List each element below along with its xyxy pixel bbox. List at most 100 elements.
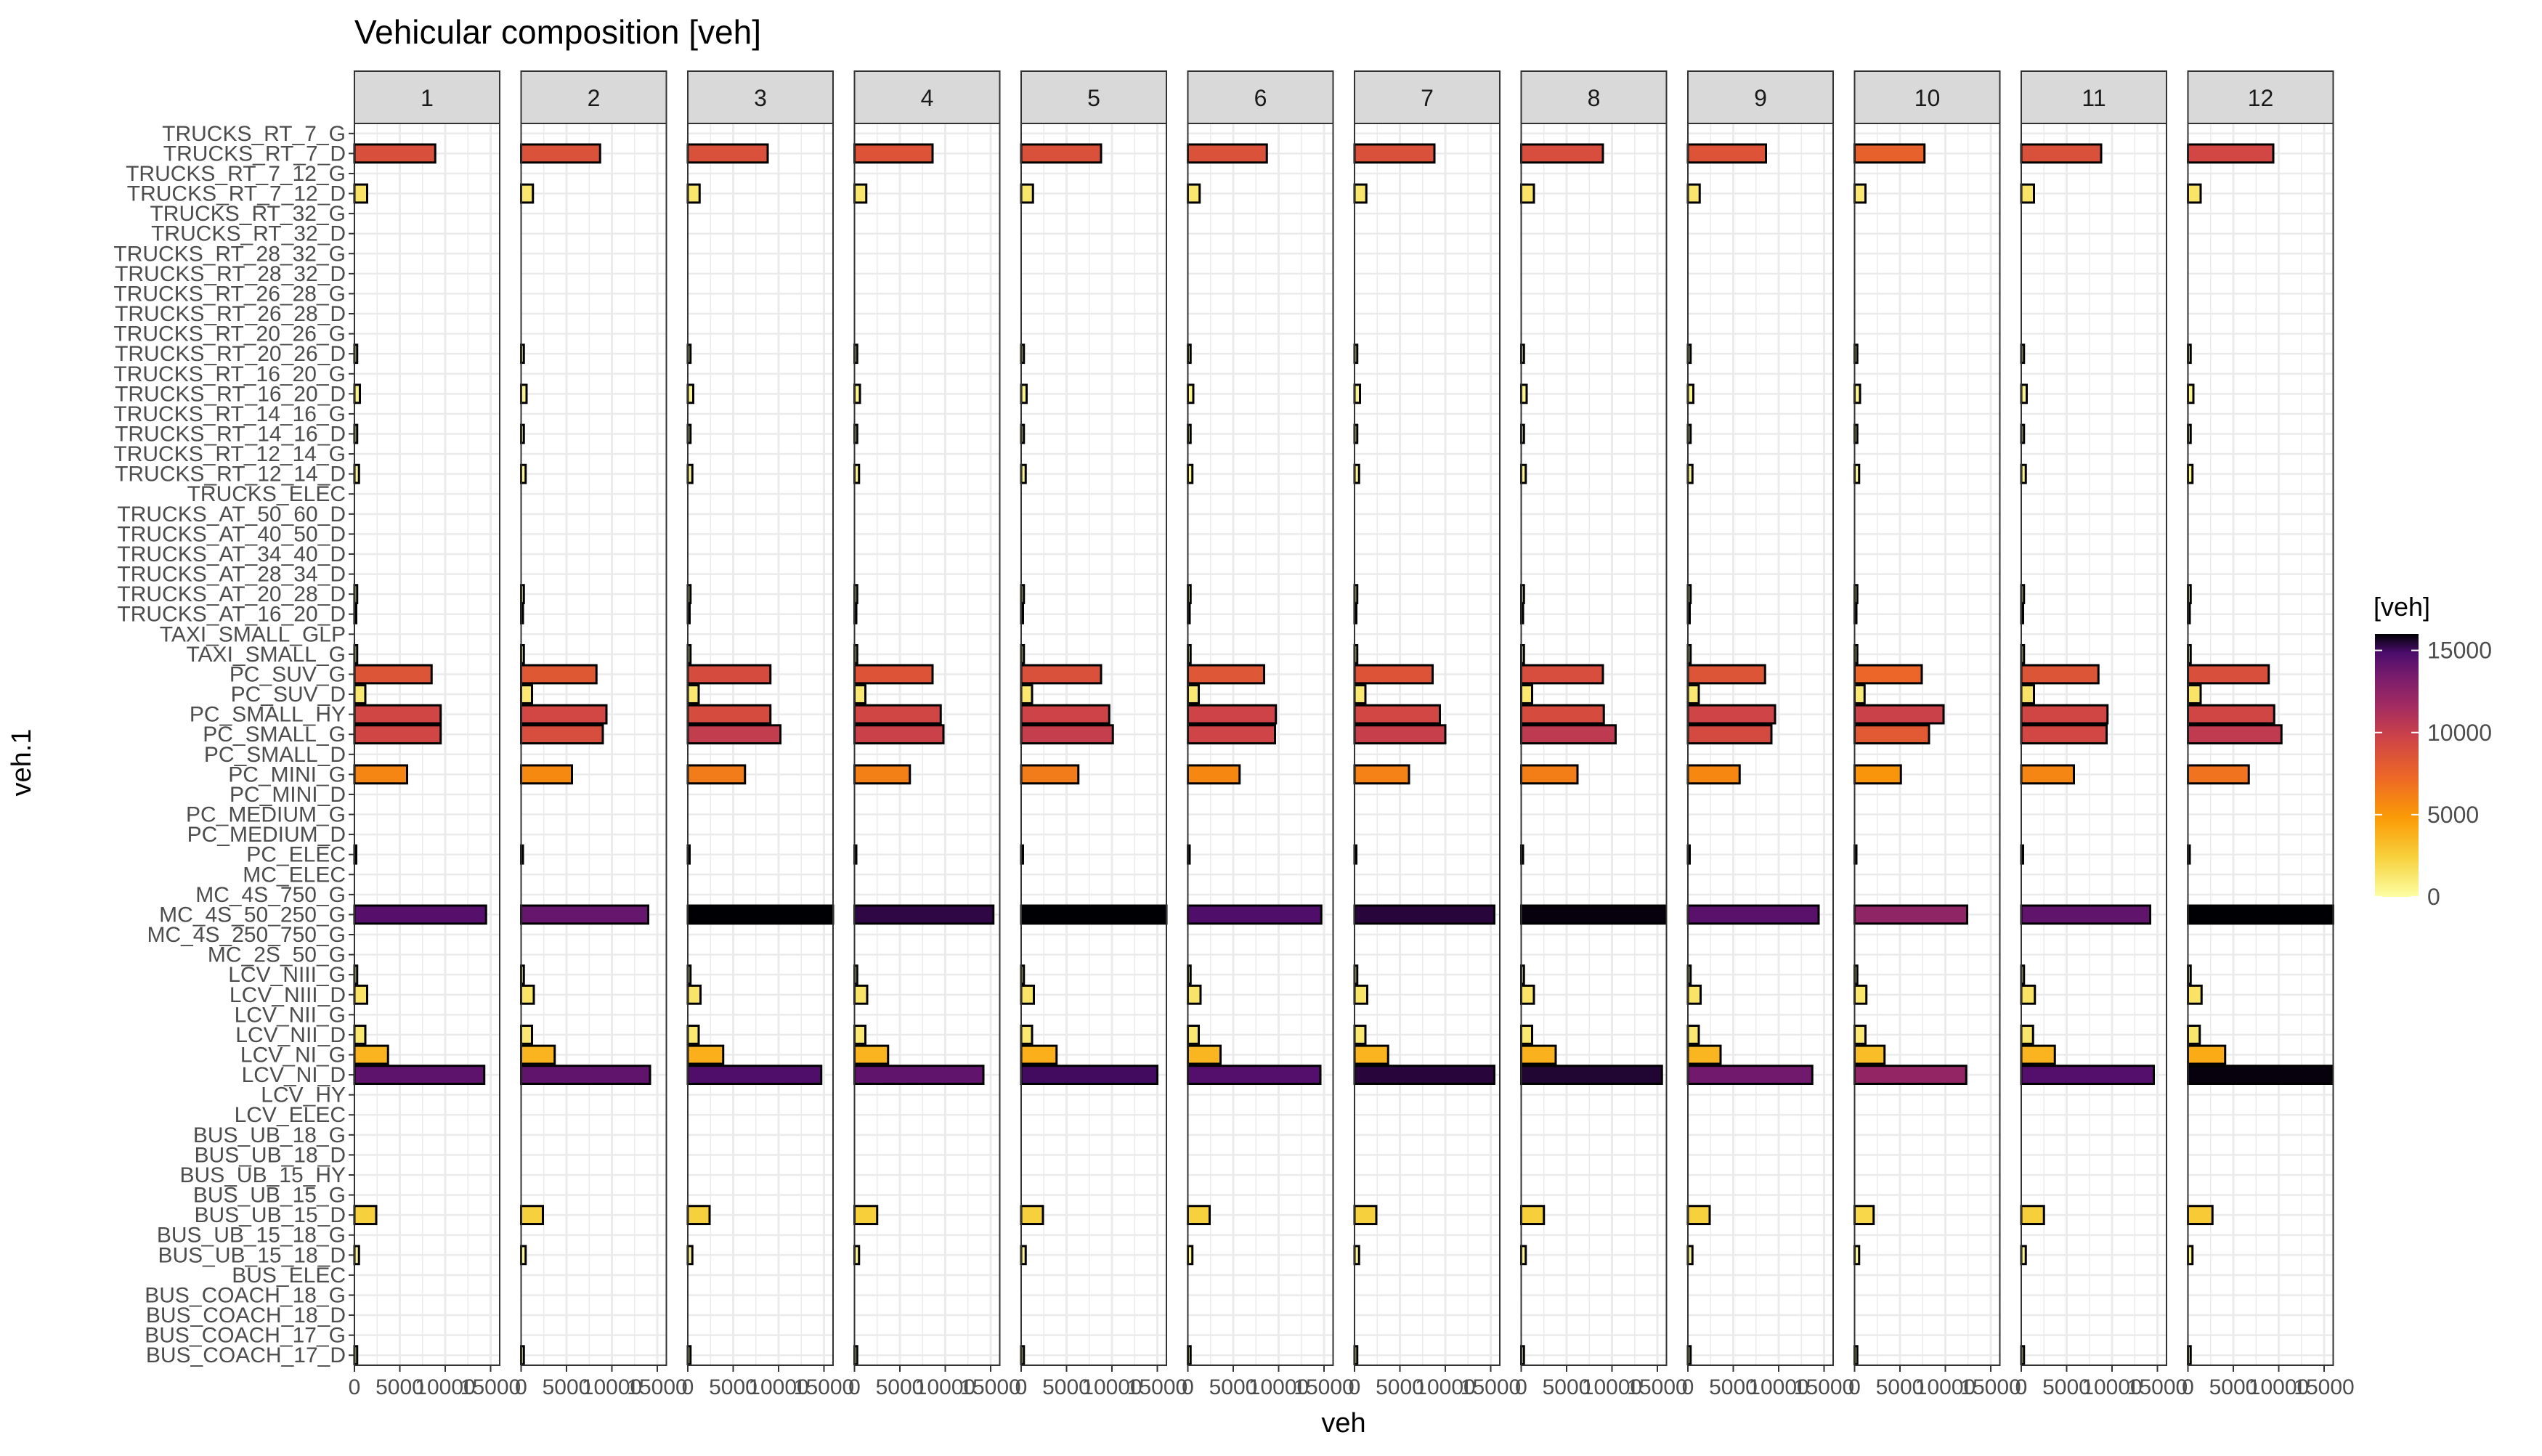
bar [686,704,772,725]
y-tick-label: PC_MEDIUM_D [187,823,346,847]
bar [1686,1025,1700,1045]
bar [1187,704,1278,725]
y-tick-label: BUS_UB_15_D [195,1203,346,1227]
bar [520,904,649,925]
bar [853,764,911,785]
x-tick-label: 0 [1848,1375,1861,1399]
bar [2187,1025,2201,1045]
bar [1686,984,1702,1005]
facet-label: 3 [754,85,767,111]
facet-strip [1020,70,1167,124]
x-tick-label: 5000 [1876,1375,1925,1399]
bar [1853,984,1868,1005]
y-tick-label: BUS_UB_15_G [193,1184,346,1208]
legend-tick-label: 15000 [2427,638,2492,664]
x-tick-label: 0 [1182,1375,1194,1399]
panel-border [1853,123,2001,1366]
y-tick-label: TRUCKS_AT_50_60_D [117,503,346,526]
y-tick-label: TRUCKS_RT_16_20_D [115,382,346,406]
bar [853,984,869,1005]
y-tick-label: BUS_UB_15_18_G [157,1224,346,1248]
bar [2187,984,2203,1005]
facet-label: 9 [1754,85,1767,111]
bar [1686,904,1820,925]
bar [686,383,694,404]
panel-border [520,123,667,1366]
bar [353,1065,486,1085]
x-tick-label: 15000 [1627,1375,1687,1399]
y-tick-label: BUS_UB_15_18_D [158,1243,346,1267]
y-tick-label: TRUCKS_RT_14_16_D [115,423,346,447]
bar [1686,1065,1814,1085]
y-tick-label: MC_4S_50_250_G [159,903,346,927]
bar [1020,904,1168,925]
facet-strip [853,70,1001,124]
y-tick-label: MC_2S_50_G [208,943,346,967]
legend-tick-label: 0 [2427,884,2440,910]
x-tick-label: 5000 [1209,1375,1258,1399]
bar [1353,704,1441,725]
bar [1020,143,1103,164]
panel-border [1354,123,1501,1366]
bar [853,1044,890,1065]
y-tick-label: MC_4S_750_G [195,883,346,907]
y-tick-label: TRUCKS_ELEC [187,482,346,506]
bar [353,684,367,704]
bar [1520,764,1579,785]
y-tick-label: TRUCKS_RT_20_26_G [113,322,346,346]
y-tick-label: MC_ELEC [243,863,346,887]
bar [353,1025,367,1045]
x-tick-label: 10000 [1748,1375,1808,1399]
bar [853,704,942,725]
panel-border [2187,123,2334,1366]
y-tick-label: TRUCKS_RT_28_32_G [113,242,346,266]
x-tick-label: 15000 [1794,1375,1854,1399]
x-tick-label: 0 [848,1375,861,1399]
bar [1686,1205,1711,1226]
bar [686,764,747,785]
x-tick-label: 10000 [1915,1375,1975,1399]
bar [520,724,604,745]
bar [1520,704,1605,725]
x-axis-label: veh [1321,1408,1365,1439]
bar [1187,984,1202,1005]
x-tick-label: 5000 [2209,1375,2258,1399]
y-tick-label: BUS_UB_15_HY [180,1163,346,1187]
y-axis-label: veh.1 [7,729,37,797]
y-tick-label: BUS_COACH_18_G [145,1283,346,1307]
bar [353,1044,389,1065]
bar [853,904,995,925]
y-tick-label: PC_SMALL_HY [190,703,346,727]
bar [520,764,573,785]
bar [2187,724,2283,745]
x-tick-label: 10000 [415,1375,475,1399]
y-tick-label: BUS_COACH_17_D [146,1343,346,1367]
bar [1020,1065,1158,1085]
bar [853,664,934,685]
bar [1686,664,1766,685]
bar [2020,984,2037,1005]
bar [1353,724,1447,745]
bar [1853,764,1902,785]
bar [1187,183,1201,204]
x-tick-label: 15000 [794,1375,854,1399]
bar [853,143,934,164]
x-tick-label: 10000 [1582,1375,1642,1399]
x-tick-label: 10000 [582,1375,642,1399]
bar [520,383,528,404]
bar [2187,704,2275,725]
bar [1187,1065,1322,1085]
bar [353,383,361,404]
x-tick-label: 0 [2015,1375,2028,1399]
facet-label: 4 [921,85,934,111]
x-tick-label: 10000 [2249,1375,2309,1399]
bar [1686,143,1767,164]
bar [1853,383,1861,404]
y-tick-label: TRUCKS_RT_26_28_D [115,302,346,326]
bar [1520,724,1617,745]
bar [1853,1065,1968,1085]
